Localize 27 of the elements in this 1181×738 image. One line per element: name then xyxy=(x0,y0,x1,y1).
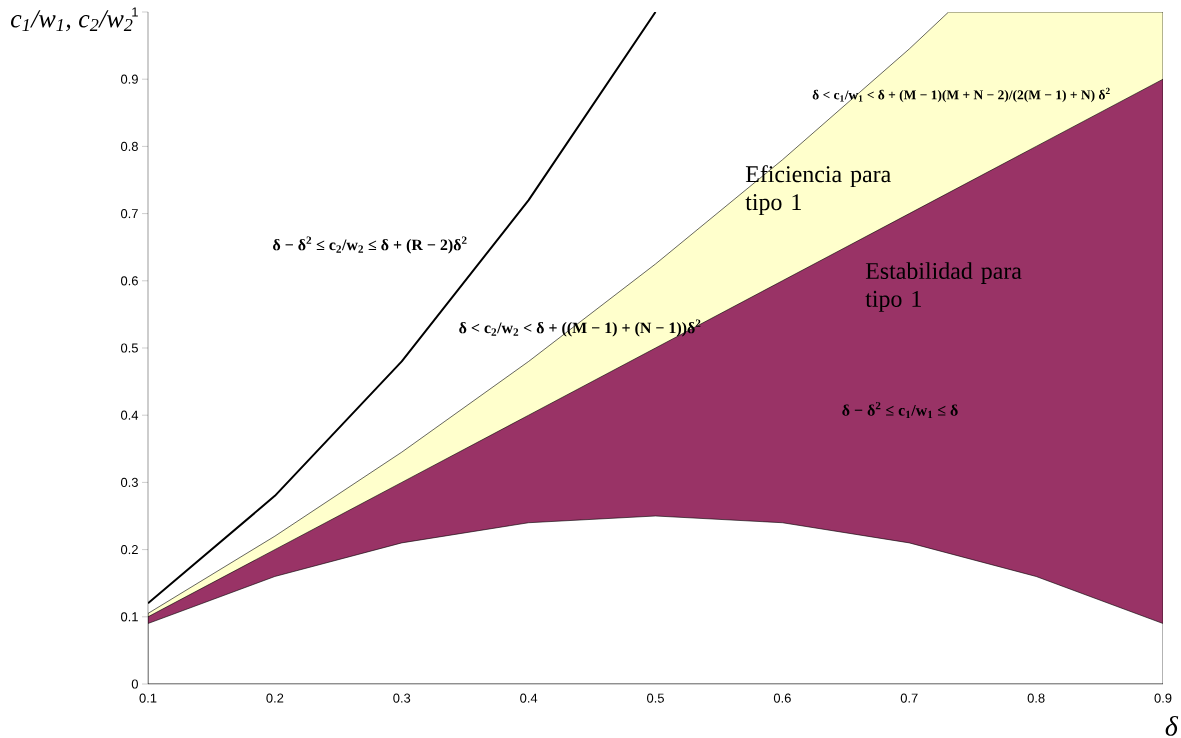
y-tick-label: 0.3 xyxy=(120,477,138,487)
x-tick-label: 0.9 xyxy=(1154,693,1172,703)
annotation: δ < c$_{1}$/w$_{1}$ < δ + (M − 1)(M + N − 2)/(2(M − 1) + N) δ$^{2}$ xyxy=(812,87,1110,103)
x-tick-label: 0.8 xyxy=(1027,693,1045,703)
annotation: Estabilidad para tipo 1 xyxy=(865,262,1022,312)
x-tick-label: 0.3 xyxy=(393,693,411,703)
x-tick-label: 0.2 xyxy=(266,693,284,703)
annotation: Eficiencia para tipo 1 xyxy=(745,165,891,216)
x-tick-label: 0.7 xyxy=(900,693,918,703)
y-tick-label: 0.1 xyxy=(120,612,138,622)
y-tick-label: 0 xyxy=(131,679,138,689)
y-tick-label: 0.7 xyxy=(120,209,138,219)
x-tick-label: 0.4 xyxy=(520,693,538,703)
x-tick-label: 0.5 xyxy=(647,693,664,703)
y-tick-label: 0.6 xyxy=(120,276,138,286)
y-tick-label: 0.8 xyxy=(120,141,138,151)
x-tick-label: 0.1 xyxy=(139,693,157,703)
annotation: δ − δ$^{2}$ ≤ c$_{1}$/w$_{1}$ ≤ δ xyxy=(842,401,958,419)
annotation: δ − δ$^{2}$ ≤ c$_{2}$/w$_{2}$ ≤ δ + (R − 2)δ$^{2}$ xyxy=(273,236,467,254)
y-tick-label: 0.2 xyxy=(120,545,138,555)
x-tick-label: 0.6 xyxy=(773,693,791,703)
y-tick-label: 0.9 xyxy=(120,74,138,84)
y-tick-label: 1 xyxy=(132,7,138,17)
y-tick-label: 0.4 xyxy=(120,410,139,420)
y-tick-label: 0.5 xyxy=(120,343,138,353)
y-axis-title: c$_{1}$/w$_{1}$, c$_{2}$/w$_{2}$ xyxy=(11,10,133,32)
x-axis-title: δ xyxy=(1165,716,1179,736)
